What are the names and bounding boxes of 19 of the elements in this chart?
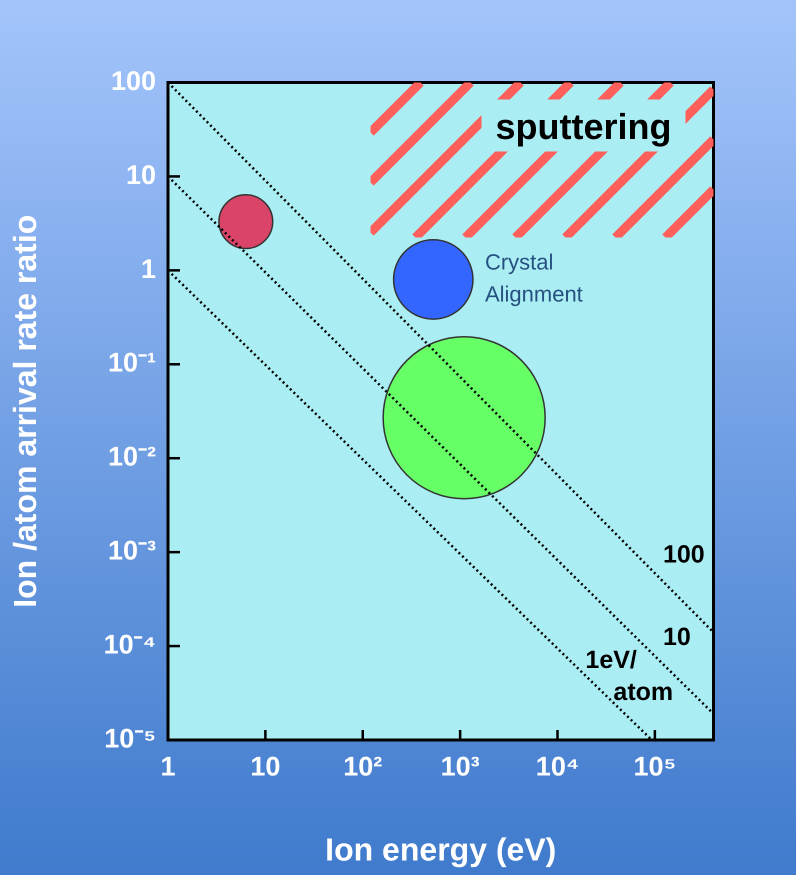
y-tick-label: 10⁻² (108, 442, 156, 472)
x-tick-label: 1 (160, 752, 176, 782)
y-tick-label: 10 (126, 160, 156, 190)
y-tick-label: 10⁻⁵ (104, 723, 156, 754)
y-tick-label: 100 (110, 66, 156, 96)
y-tick-label: 1 (140, 254, 156, 284)
series-label: 100 (662, 540, 705, 568)
x-tick-label: 10² (343, 752, 382, 782)
x-tick-label: 10⁴ (536, 752, 580, 782)
x-axis-title: Ion energy (eV) (325, 832, 556, 868)
y-axis-title: Ion /atom arrival rate ratio (7, 214, 44, 608)
x-tick-label: 10⁵ (634, 752, 676, 782)
x-tick-label: 10 (250, 752, 280, 782)
series-label: Crystal Alignment (484, 250, 583, 307)
annotation: sputtering (496, 106, 672, 148)
x-tick-label: 10³ (440, 752, 480, 782)
y-tick-label: 10⁻⁴ (104, 630, 156, 660)
y-tick-label: 10⁻³ (108, 536, 156, 566)
y-tick-label: 10⁻¹ (108, 348, 156, 378)
